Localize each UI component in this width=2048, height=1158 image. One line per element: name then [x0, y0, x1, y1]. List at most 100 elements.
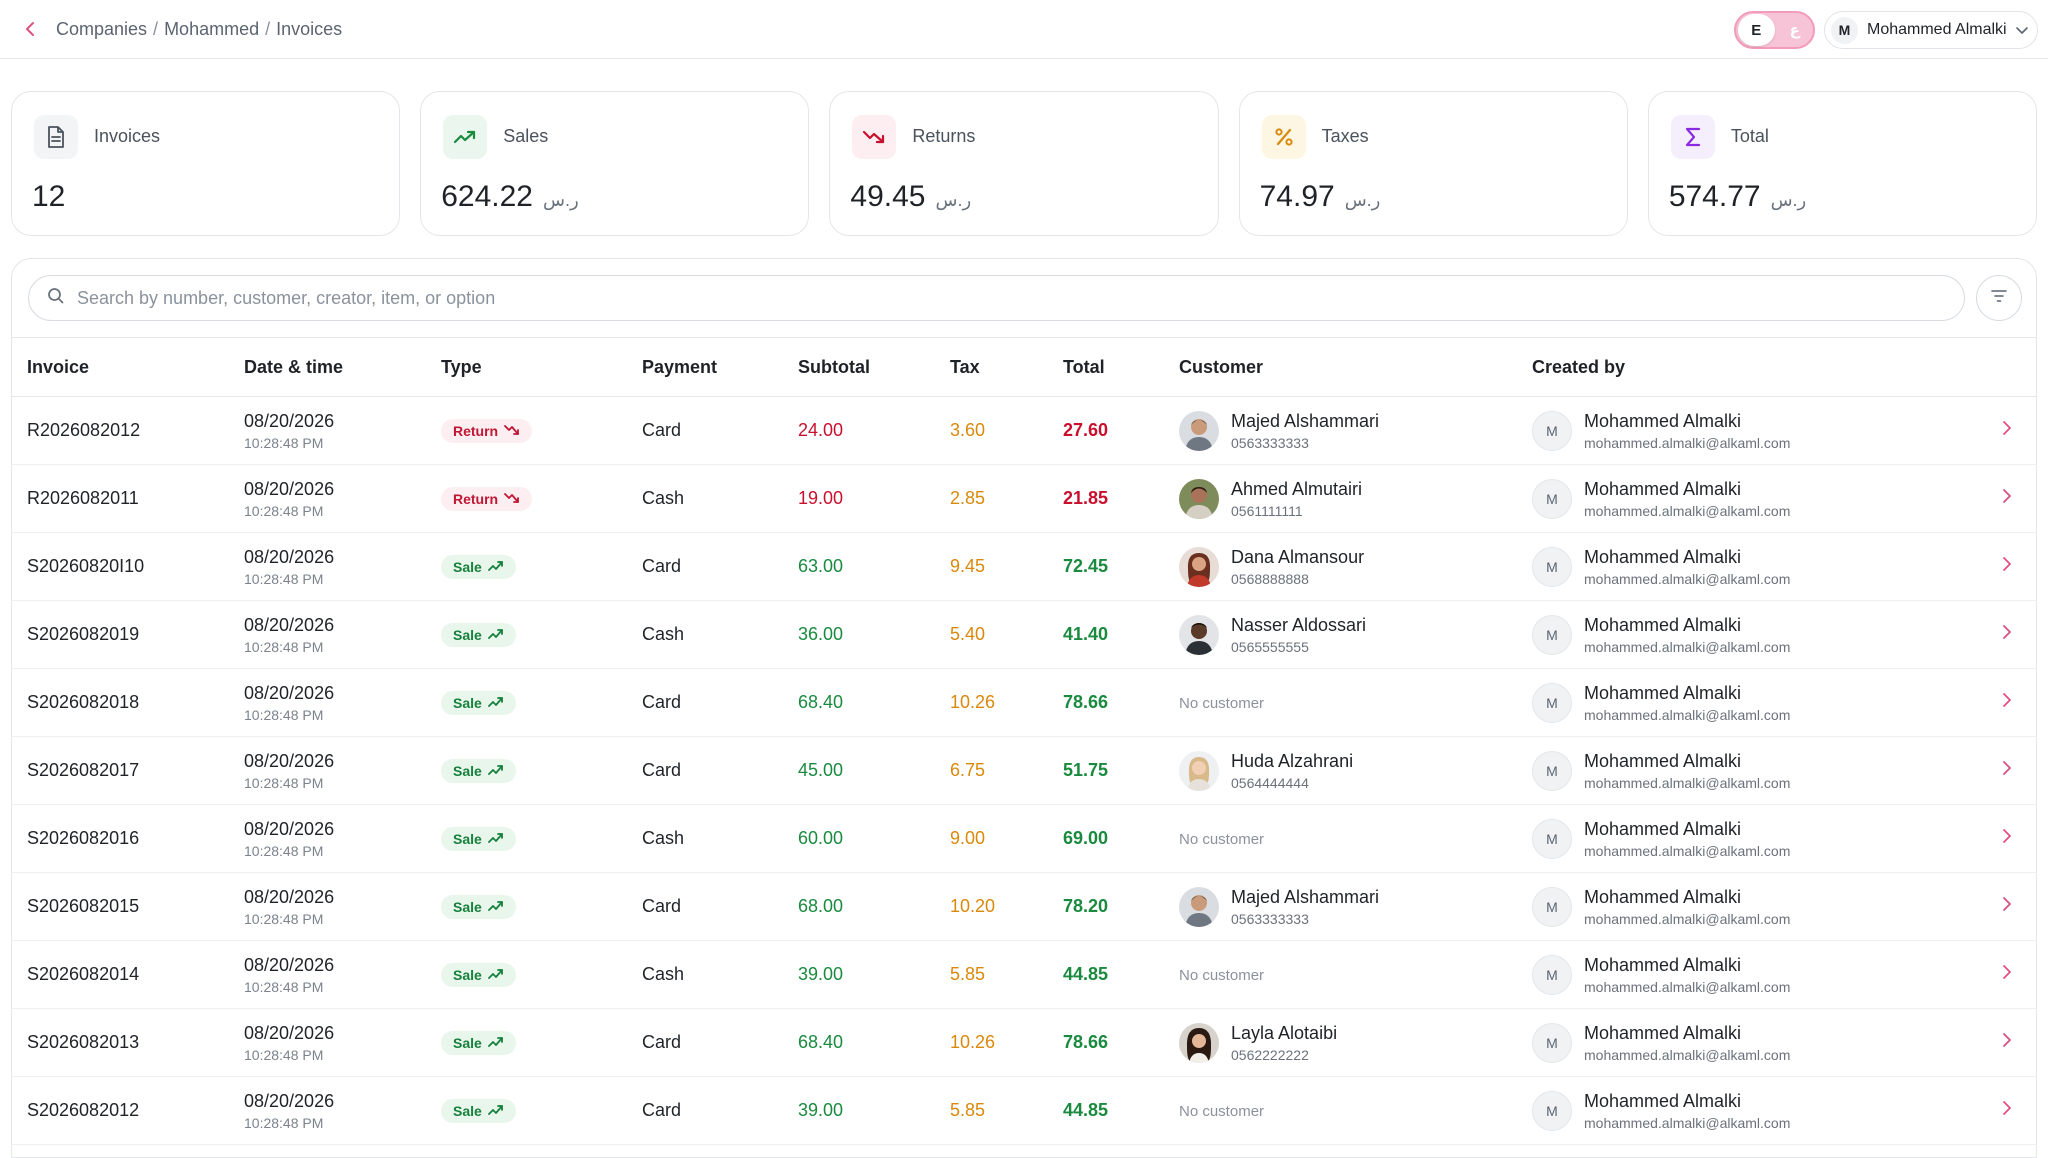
- language-toggle[interactable]: E ع: [1734, 11, 1815, 49]
- customer-cell: Layla Alotaibi 0562222222: [1179, 1009, 1532, 1077]
- col-payment[interactable]: Payment: [642, 356, 718, 377]
- col-date-time[interactable]: Date & time: [244, 356, 344, 377]
- table-row[interactable]: R2026082011 08/20/2026 10:28:48 PM Retur…: [12, 465, 2036, 533]
- payment-method: Cash: [642, 624, 685, 644]
- date-cell: 08/20/2026 10:28:48 PM: [244, 669, 441, 737]
- creator-avatar: M: [1532, 546, 1572, 587]
- table-row[interactable]: R2026082012 08/20/2026 10:28:48 PM Retur…: [12, 397, 2036, 465]
- creator-avatar: M: [1532, 750, 1572, 791]
- creator-name: Mohammed Almalki: [1584, 614, 1742, 635]
- stat-value: 12: [32, 180, 66, 213]
- col-invoice[interactable]: Invoice: [27, 356, 90, 377]
- customer: Dana Almansour 0568888888: [1179, 546, 1532, 587]
- user-menu-button[interactable]: M Mohammed Almalki: [1824, 11, 2038, 49]
- table-row[interactable]: S20260820I10 08/20/2026 10:28:48 PM Sale…: [12, 533, 2036, 601]
- customer-phone: 0568888888: [1231, 570, 1309, 587]
- table-row[interactable]: S2026082017 08/20/2026 10:28:48 PM Sale …: [12, 737, 2036, 805]
- chevron-right-icon[interactable]: [2002, 533, 2036, 601]
- payment-method: Card: [642, 1032, 682, 1052]
- col-created-by[interactable]: Created by: [1532, 356, 1626, 377]
- stat-label: Sales: [503, 126, 549, 146]
- trend-up-icon: [487, 1035, 504, 1051]
- back-chevron-icon[interactable]: [20, 18, 40, 40]
- lang-option-arabic[interactable]: ع: [1789, 22, 1800, 39]
- breadcrumb: Companies / Mohammed / Invoices: [56, 0, 342, 59]
- stat-card-total: Total 574.77 ر.س: [1647, 91, 2038, 236]
- type-badge: Sale: [441, 894, 516, 919]
- chevron-right-icon[interactable]: [2002, 669, 2036, 737]
- creator-cell: M Mohammed Almalki mohammed.almalki@alka…: [1532, 669, 2002, 737]
- invoice-number: S2026082013: [27, 1032, 140, 1052]
- col-subtotal[interactable]: Subtotal: [798, 356, 870, 377]
- type-label: Sale: [453, 1034, 482, 1051]
- breadcrumb-companies[interactable]: Companies: [56, 19, 148, 39]
- stat-value: 624.22: [441, 180, 533, 213]
- type-cell: Return: [441, 397, 642, 465]
- stat-label: Taxes: [1321, 126, 1369, 146]
- customer: Nasser Aldossari 0565555555: [1179, 614, 1532, 655]
- invoice-date: 08/20/2026: [244, 886, 335, 907]
- filter-button[interactable]: [1976, 275, 2022, 321]
- creator-cell: M Mohammed Almalki mohammed.almalki@alka…: [1532, 533, 2002, 601]
- search-input[interactable]: [77, 287, 1927, 309]
- tax: 5.40: [950, 624, 986, 644]
- date-cell: 08/20/2026 10:28:48 PM: [244, 397, 441, 465]
- customer-name: Layla Alotaibi: [1231, 1022, 1338, 1043]
- chevron-right-icon[interactable]: [2002, 465, 2036, 533]
- stat-value: 49.45: [850, 180, 926, 213]
- col-total[interactable]: Total: [1063, 356, 1105, 377]
- chevron-right-icon[interactable]: [2002, 397, 2036, 465]
- creator-email: mohammed.almalki@alkaml.com: [1584, 978, 1791, 995]
- customer-avatar: [1179, 750, 1219, 791]
- date-cell: 08/20/2026 10:28:48 PM: [244, 941, 441, 1009]
- chevron-right-icon[interactable]: [2002, 1009, 2036, 1077]
- col-tax[interactable]: Tax: [950, 356, 980, 377]
- creator: M Mohammed Almalki mohammed.almalki@alka…: [1532, 410, 2002, 451]
- lang-option-english[interactable]: E: [1738, 14, 1775, 46]
- creator-avatar: M: [1532, 614, 1572, 655]
- filter-icon: [1990, 289, 2008, 308]
- table-row[interactable]: S2026082012 08/20/2026 10:28:48 PM Sale …: [12, 1077, 2036, 1145]
- creator-email: mohammed.almalki@alkaml.com: [1584, 502, 1791, 519]
- invoice-number: R2026082011: [27, 488, 139, 508]
- col-customer[interactable]: Customer: [1179, 356, 1264, 377]
- invoice-number: S2026082012: [27, 1100, 140, 1120]
- date-cell: 08/20/2026 10:28:48 PM: [244, 465, 441, 533]
- creator-email: mohammed.almalki@alkaml.com: [1584, 638, 1791, 655]
- stat-currency: ر.س: [1770, 190, 1807, 210]
- chevron-right-icon[interactable]: [2002, 873, 2036, 941]
- payment-method: Cash: [642, 488, 685, 508]
- chevron-right-icon[interactable]: [2002, 737, 2036, 805]
- invoice-date: 08/20/2026: [244, 954, 335, 975]
- creator-email: mohammed.almalki@alkaml.com: [1584, 570, 1791, 587]
- breadcrumb-company[interactable]: Mohammed: [164, 19, 260, 39]
- chevron-right-icon[interactable]: [2002, 1077, 2036, 1145]
- customer-avatar: [1179, 478, 1219, 519]
- stat-card-sales: Sales 624.22 ر.س: [420, 91, 810, 236]
- invoice-number: R2026082012: [27, 420, 141, 440]
- table-row[interactable]: S2026082014 08/20/2026 10:28:48 PM Sale …: [12, 941, 2036, 1009]
- type-label: Return: [453, 490, 499, 507]
- customer-avatar: [1179, 410, 1219, 451]
- breadcrumb-invoices: Invoices: [276, 19, 343, 39]
- table-row[interactable]: S2026082015 08/20/2026 10:28:48 PM Sale …: [12, 873, 2036, 941]
- customer-cell: Dana Almansour 0568888888: [1179, 533, 1532, 601]
- subtotal: 39.00: [798, 964, 844, 984]
- total: 78.66: [1063, 692, 1109, 712]
- type-badge: Return: [441, 486, 533, 511]
- search-box[interactable]: [28, 275, 1965, 321]
- table-row[interactable]: S2026082016 08/20/2026 10:28:48 PM Sale …: [12, 805, 2036, 873]
- table-row[interactable]: S2026082018 08/20/2026 10:28:48 PM Sale …: [12, 669, 2036, 737]
- chevron-right-icon[interactable]: [2002, 941, 2036, 1009]
- table-row[interactable]: S2026082019 08/20/2026 10:28:48 PM Sale …: [12, 601, 2036, 669]
- type-cell: Sale: [441, 737, 642, 805]
- table-row[interactable]: S2026082013 08/20/2026 10:28:48 PM Sale …: [12, 1009, 2036, 1077]
- chevron-right-icon[interactable]: [2002, 805, 2036, 873]
- creator-name: Mohammed Almalki: [1584, 410, 1742, 431]
- creator-name: Mohammed Almalki: [1584, 682, 1742, 703]
- invoice-time: 10:28:48 PM: [244, 1046, 324, 1063]
- chevron-right-icon[interactable]: [2002, 601, 2036, 669]
- type-label: Sale: [453, 762, 482, 779]
- col-type[interactable]: Type: [441, 356, 482, 377]
- invoice-number: S2026082015: [27, 896, 140, 916]
